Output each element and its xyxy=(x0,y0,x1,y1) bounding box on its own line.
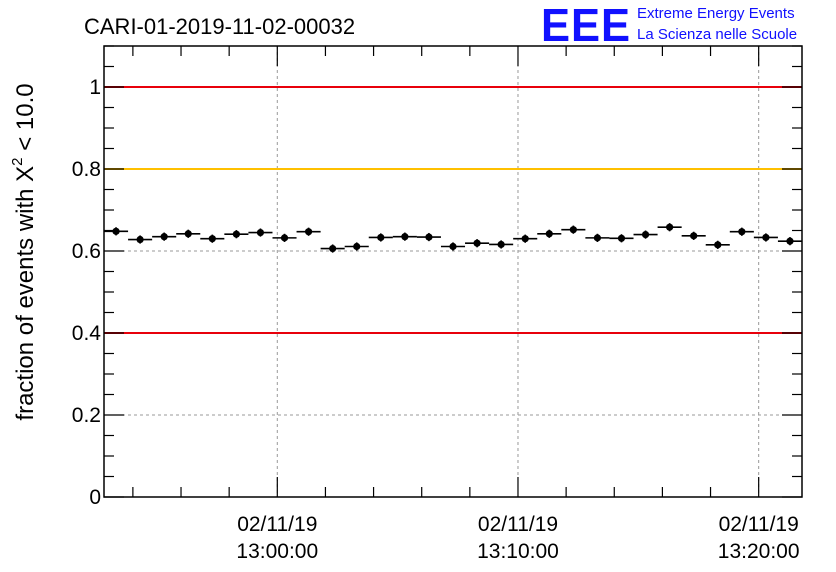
data-point xyxy=(537,229,562,238)
y-axis-label-symbol: X xyxy=(12,166,39,182)
y-tick-label: 0.8 xyxy=(72,158,101,181)
data-point xyxy=(320,244,345,253)
data-point xyxy=(705,240,730,249)
y-tick-label: 0 xyxy=(89,486,101,509)
point-marker xyxy=(593,234,602,242)
data-point xyxy=(440,242,466,251)
data-point xyxy=(585,233,610,242)
data-point xyxy=(248,228,273,237)
point-marker xyxy=(497,240,505,249)
eee-logo-mark: EEE xyxy=(541,0,631,51)
data-point xyxy=(489,240,514,249)
data-point xyxy=(465,239,490,248)
point-marker xyxy=(569,226,577,234)
y-tick-label: 0.2 xyxy=(72,404,101,427)
data-point xyxy=(344,242,369,251)
point-marker xyxy=(473,239,481,247)
data-point xyxy=(513,234,538,243)
data-point xyxy=(753,233,778,242)
data-point xyxy=(272,233,297,242)
data-point xyxy=(657,223,682,232)
point-marker xyxy=(136,235,144,244)
point-marker xyxy=(280,234,289,242)
point-marker xyxy=(738,228,746,236)
y-axis-label: fraction of events with X2 < 10.0 xyxy=(9,83,39,420)
x-tick-date: 02/11/19 xyxy=(719,513,799,536)
data-point xyxy=(200,234,225,243)
point-marker xyxy=(353,242,361,251)
data-point xyxy=(416,232,441,242)
x-tick-time: 13:10:00 xyxy=(477,540,559,563)
grid xyxy=(104,46,802,497)
y-tick-label: 0.6 xyxy=(72,240,101,263)
data-point xyxy=(777,237,802,246)
data-point xyxy=(609,234,634,243)
data-point xyxy=(633,230,658,239)
eee-logo: EEE Extreme Energy Events La Scienza nel… xyxy=(541,0,797,51)
data-point xyxy=(152,232,177,241)
y-axis-label-exponent: 2 xyxy=(9,157,26,165)
point-marker xyxy=(401,233,409,241)
point-marker xyxy=(762,233,770,242)
point-marker xyxy=(641,231,650,239)
point-marker xyxy=(377,233,385,242)
data-point xyxy=(296,227,321,236)
reference-lines xyxy=(104,86,802,334)
point-marker xyxy=(112,227,120,235)
y-tick-label: 1 xyxy=(89,76,101,99)
point-marker xyxy=(425,233,433,241)
x-tick-date: 02/11/19 xyxy=(478,513,558,536)
axis-tick-labels: 0 0.2 0.4 0.6 0.8 1 02/11/19 13:00:00 02/11/19 13… xyxy=(72,76,800,563)
plot-frame xyxy=(103,45,803,498)
point-marker xyxy=(329,244,337,253)
point-marker xyxy=(449,242,457,251)
data-point xyxy=(176,229,201,238)
data-point xyxy=(681,231,706,240)
point-marker xyxy=(714,241,722,249)
y-axis-label-suffix: < 10.0 xyxy=(12,83,39,157)
point-marker xyxy=(786,237,794,245)
chart-title: CARI-01-2019-11-02-00032 xyxy=(84,14,355,39)
point-marker xyxy=(304,228,313,236)
point-marker xyxy=(545,230,553,238)
point-marker xyxy=(184,230,192,238)
point-marker xyxy=(208,235,216,243)
point-marker xyxy=(160,233,168,241)
x-tick-time: 13:00:00 xyxy=(236,540,318,563)
point-marker xyxy=(521,235,529,243)
eee-logo-line2: La Scienza nelle Scuole xyxy=(637,26,797,43)
y-tick-label: 0.4 xyxy=(72,322,102,345)
data-series xyxy=(104,223,802,253)
point-marker xyxy=(617,234,626,242)
data-point xyxy=(104,227,129,236)
data-point xyxy=(392,232,417,241)
x-tick-date: 02/11/19 xyxy=(237,513,317,536)
data-point xyxy=(368,233,393,242)
point-marker xyxy=(690,232,698,240)
x-tick-time: 13:20:00 xyxy=(718,540,800,563)
data-point xyxy=(224,230,249,239)
data-point xyxy=(729,227,754,236)
axis-ticks xyxy=(104,45,802,498)
point-marker xyxy=(256,228,265,237)
eee-logo-line1: Extreme Energy Events xyxy=(637,5,795,22)
data-point xyxy=(561,225,586,234)
data-point xyxy=(128,235,153,244)
y-axis-label-prefix: fraction of events with xyxy=(12,182,39,421)
point-marker xyxy=(666,223,674,231)
point-marker xyxy=(232,230,240,238)
